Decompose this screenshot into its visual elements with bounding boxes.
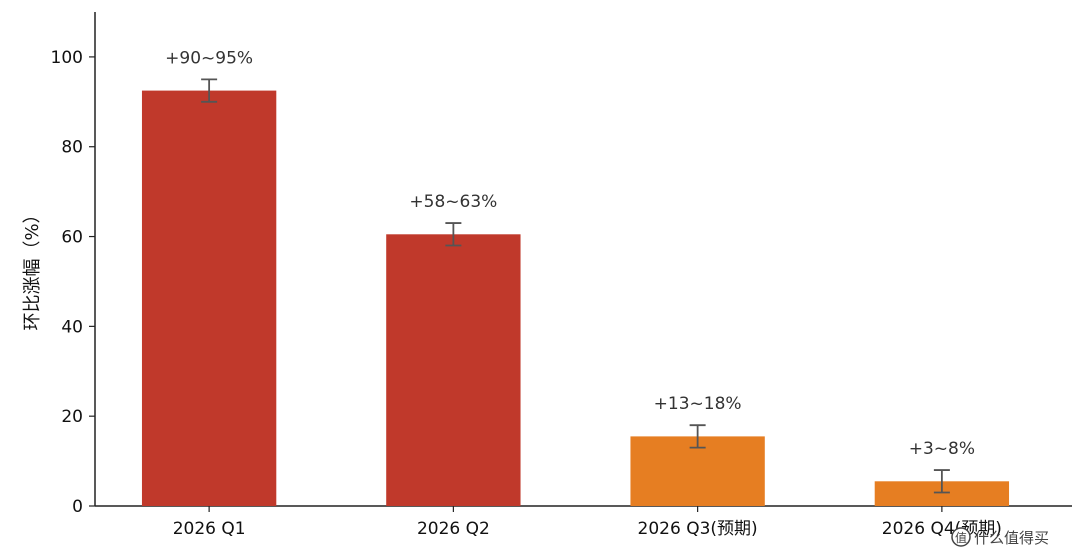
svg-text:值: 值 — [955, 530, 967, 545]
data-label: +90~95% — [165, 48, 253, 68]
watermark: 值 什么值得买 — [951, 527, 1049, 547]
x-tick-label: 2026 Q4(预期) — [882, 519, 1002, 539]
y-tick-label: 20 — [61, 407, 83, 427]
error-bars — [201, 78, 950, 494]
bar — [386, 234, 521, 507]
x-ticks: 2026 Q1 2026 Q2 2026 Q3(预期) 2026 Q4(预期) — [173, 506, 1002, 539]
y-axis-title: 环比涨幅（%） — [22, 205, 43, 330]
bar — [141, 90, 277, 506]
data-label: +13~18% — [654, 394, 742, 414]
y-tick-label: 100 — [51, 48, 83, 68]
smzdm-logo-icon: 值 — [951, 527, 971, 547]
data-label: +3~8% — [909, 439, 975, 459]
bars — [141, 90, 1010, 507]
x-tick-label: 2026 Q2 — [417, 519, 490, 539]
x-tick-label: 2026 Q3(预期) — [638, 519, 758, 539]
data-label: +58~63% — [409, 192, 497, 212]
watermark-text: 什么值得买 — [974, 529, 1049, 547]
data-labels: +90~95% +58~63% +13~18% +3~8% — [165, 48, 975, 459]
y-tick-label: 0 — [72, 497, 83, 517]
y-tick-label: 80 — [61, 138, 83, 158]
y-tick-label: 40 — [61, 317, 83, 337]
y-ticks: 0 20 40 60 80 100 — [51, 48, 95, 517]
x-tick-label: 2026 Q1 — [173, 519, 246, 539]
y-tick-label: 60 — [61, 228, 83, 248]
